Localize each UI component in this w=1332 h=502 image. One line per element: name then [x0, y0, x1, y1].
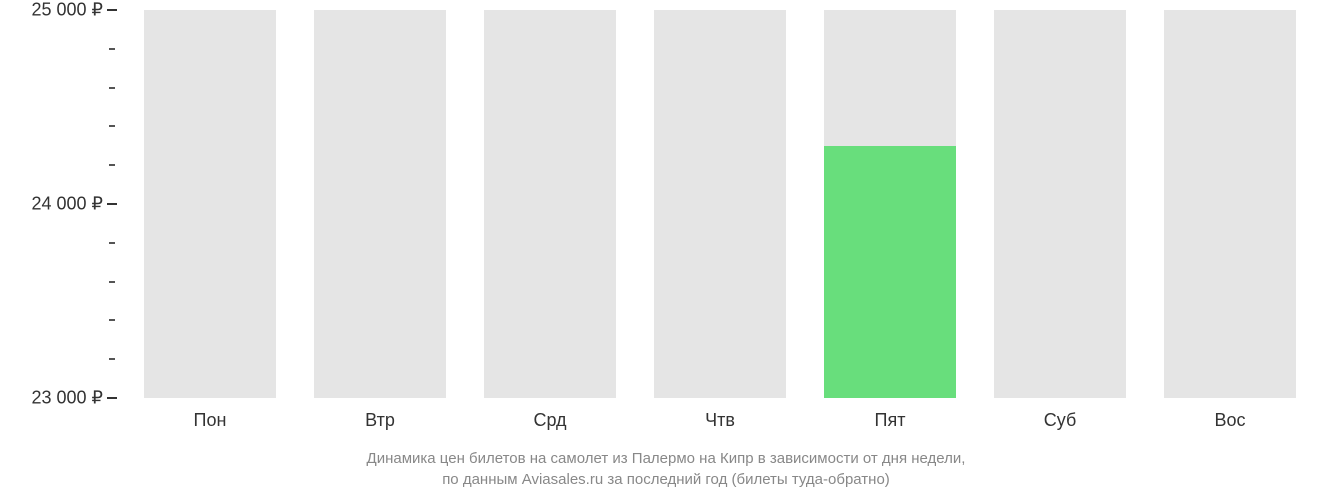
caption-line-1: Динамика цен билетов на самолет из Палер… — [0, 448, 1332, 469]
y-minor-tick — [109, 125, 115, 127]
y-minor-tick — [109, 281, 115, 283]
bar-background — [994, 10, 1127, 398]
y-tick-mark — [107, 203, 117, 205]
caption-line-2: по данным Aviasales.ru за последний год … — [0, 469, 1332, 490]
x-category-label: Пят — [875, 410, 906, 431]
y-axis: 23 000 ₽24 000 ₽25 000 ₽ — [0, 10, 125, 398]
y-minor-tick — [109, 164, 115, 166]
chart-caption: Динамика цен билетов на самолет из Палер… — [0, 448, 1332, 490]
y-tick-mark — [107, 9, 117, 11]
x-category-label: Суб — [1044, 410, 1077, 431]
y-minor-tick — [109, 319, 115, 321]
y-minor-tick — [109, 87, 115, 89]
y-tick-label: 24 000 ₽ — [31, 194, 103, 215]
bar-background — [314, 10, 447, 398]
x-category-label: Пон — [194, 410, 227, 431]
bar-value — [824, 146, 957, 398]
y-minor-tick — [109, 358, 115, 360]
y-tick-mark — [107, 397, 117, 399]
y-minor-tick — [109, 242, 115, 244]
bar-background — [1164, 10, 1297, 398]
y-minor-tick — [109, 48, 115, 50]
bar-background — [144, 10, 277, 398]
y-tick-label: 23 000 ₽ — [31, 388, 103, 409]
plot-area — [125, 10, 1315, 398]
x-category-label: Чтв — [705, 410, 735, 431]
x-axis: Пон Втр Срд Чтв Пят Суб Вос — [125, 398, 1315, 438]
y-tick-label: 25 000 ₽ — [31, 0, 103, 21]
x-category-label: Срд — [533, 410, 566, 431]
x-category-label: Вос — [1214, 410, 1245, 431]
bar-background — [654, 10, 787, 398]
x-category-label: Втр — [365, 410, 395, 431]
bar-background — [484, 10, 617, 398]
price-by-weekday-chart: 23 000 ₽24 000 ₽25 000 ₽ ПонВтрСрдЧтвПят… — [0, 0, 1332, 502]
